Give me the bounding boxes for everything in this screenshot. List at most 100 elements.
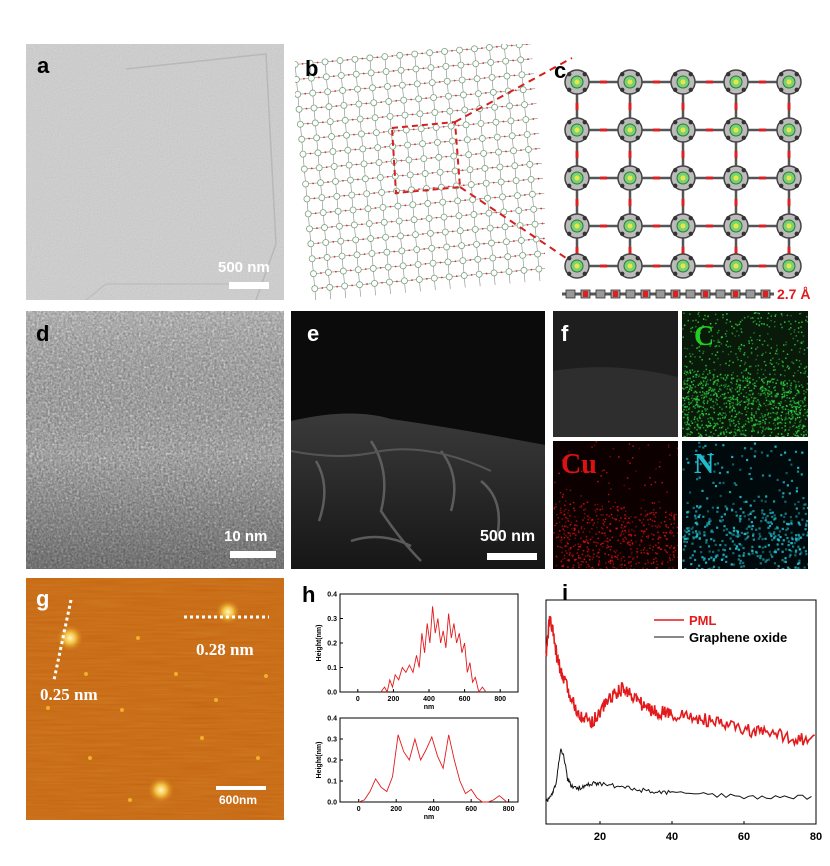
lattice-node bbox=[382, 233, 398, 250]
lattice-structure-b bbox=[295, 44, 545, 300]
y-axis-label: Height(nm) bbox=[316, 625, 323, 662]
lattice-node bbox=[506, 102, 522, 118]
porphyrin-unit bbox=[617, 165, 671, 214]
lattice-node bbox=[306, 59, 323, 76]
eds-signal bbox=[682, 441, 808, 569]
x-axis-label: nm bbox=[424, 814, 435, 821]
lattice-node bbox=[515, 44, 532, 57]
lattice-node bbox=[512, 177, 529, 193]
porphyrin-unit bbox=[776, 69, 802, 118]
y-tick-label: 0.4 bbox=[327, 592, 337, 599]
lattice-node bbox=[439, 198, 455, 215]
scale-bar-g bbox=[216, 786, 266, 790]
lattice-node bbox=[295, 90, 310, 107]
lattice-node bbox=[428, 244, 444, 261]
lattice-node bbox=[359, 145, 375, 161]
lattice-node bbox=[324, 268, 341, 285]
lattice-node bbox=[369, 265, 386, 281]
lattice-node bbox=[368, 250, 384, 266]
lattice-node bbox=[452, 182, 469, 198]
lattice-node bbox=[518, 71, 534, 87]
lattice-node bbox=[397, 232, 413, 248]
lattice-zoom-c bbox=[562, 69, 802, 299]
panel-h-profiles: h 0 200 400 600 800 0.0 0.1 0.2 0.3 0.4 nm Height(n… bbox=[290, 578, 530, 858]
x-tick-label: 400 bbox=[423, 696, 435, 703]
lattice-node bbox=[330, 163, 347, 179]
lattice-node bbox=[492, 118, 508, 135]
lattice-node bbox=[475, 270, 492, 287]
lattice-node bbox=[341, 282, 357, 298]
x-tick-label: 60 bbox=[738, 831, 750, 843]
y-tick-label: 0.2 bbox=[327, 641, 337, 648]
x-tick-label: 200 bbox=[388, 696, 400, 703]
lattice-node bbox=[386, 278, 402, 295]
panel-b-lattice: b bbox=[295, 44, 545, 300]
lattice-node bbox=[471, 226, 488, 242]
lattice-node bbox=[473, 75, 490, 91]
lattice-node bbox=[462, 121, 479, 137]
porphyrin-unit bbox=[776, 253, 802, 279]
lattice-node bbox=[371, 279, 387, 296]
x-tick-label: 400 bbox=[428, 806, 440, 813]
lattice-node bbox=[440, 213, 457, 230]
scale-bar-a bbox=[229, 282, 269, 289]
lattice-node bbox=[321, 224, 337, 240]
lattice-node bbox=[352, 70, 369, 87]
lattice-node bbox=[525, 146, 541, 162]
x-tick-label: 200 bbox=[390, 806, 402, 813]
lattice-node bbox=[459, 257, 475, 273]
lattice-node bbox=[333, 192, 349, 209]
lattice-node bbox=[352, 236, 368, 252]
panel-d-hrtem: d 10 nm bbox=[26, 311, 284, 569]
lattice-node bbox=[410, 216, 427, 232]
lattice-node bbox=[340, 101, 356, 118]
lattice-node bbox=[412, 65, 428, 81]
lattice-node bbox=[354, 85, 370, 102]
lattice-node bbox=[381, 53, 397, 69]
lattice-node bbox=[458, 242, 474, 258]
lattice-node bbox=[404, 141, 420, 157]
lattice-node bbox=[485, 209, 501, 226]
lattice-node bbox=[396, 51, 412, 68]
lattice-node bbox=[300, 165, 317, 182]
lattice-node bbox=[351, 55, 367, 72]
legend: PML Graphene oxide bbox=[654, 613, 787, 645]
lattice-node bbox=[517, 56, 533, 72]
lattice-node bbox=[303, 195, 319, 211]
lattice-node bbox=[328, 133, 344, 149]
lattice-node bbox=[411, 50, 427, 66]
lattice-node bbox=[295, 76, 309, 92]
height-profile-charts: 0 200 400 600 800 0.0 0.1 0.2 0.3 0.4 nm Height(nm)… bbox=[316, 592, 519, 821]
lattice-node bbox=[457, 61, 473, 78]
lattice-node bbox=[507, 117, 523, 133]
lattice-node bbox=[406, 171, 423, 187]
porphyrin-unit bbox=[723, 69, 777, 118]
lattice-node bbox=[489, 88, 506, 105]
lattice-node bbox=[456, 227, 473, 243]
lattice-node bbox=[534, 250, 545, 267]
porphyrin-unit bbox=[564, 253, 618, 279]
lattice-node bbox=[337, 237, 353, 254]
lattice-node bbox=[531, 220, 545, 237]
tem-texture bbox=[26, 44, 284, 300]
lattice-node bbox=[477, 120, 493, 136]
plot-frame bbox=[339, 717, 519, 803]
lattice-node bbox=[521, 101, 537, 117]
lattice-node bbox=[487, 59, 503, 75]
lattice-node bbox=[495, 148, 511, 165]
lattice-node bbox=[323, 254, 340, 270]
lattice-node bbox=[460, 272, 477, 288]
lattice-node bbox=[446, 107, 462, 124]
lattice-node bbox=[445, 92, 461, 109]
lattice-node bbox=[350, 221, 367, 237]
lattice-node bbox=[473, 240, 489, 257]
profile-line-top bbox=[380, 606, 487, 694]
lattice-node bbox=[345, 161, 362, 178]
lattice-node bbox=[472, 60, 488, 76]
lattice-node bbox=[478, 135, 495, 151]
lattice-node bbox=[343, 131, 359, 148]
lattice-node bbox=[420, 155, 436, 171]
xrd-chart: 20 40 60 80 PML Graphene oxide bbox=[545, 599, 822, 843]
panel-label-e: e bbox=[307, 321, 320, 346]
lattice-node bbox=[501, 223, 518, 239]
